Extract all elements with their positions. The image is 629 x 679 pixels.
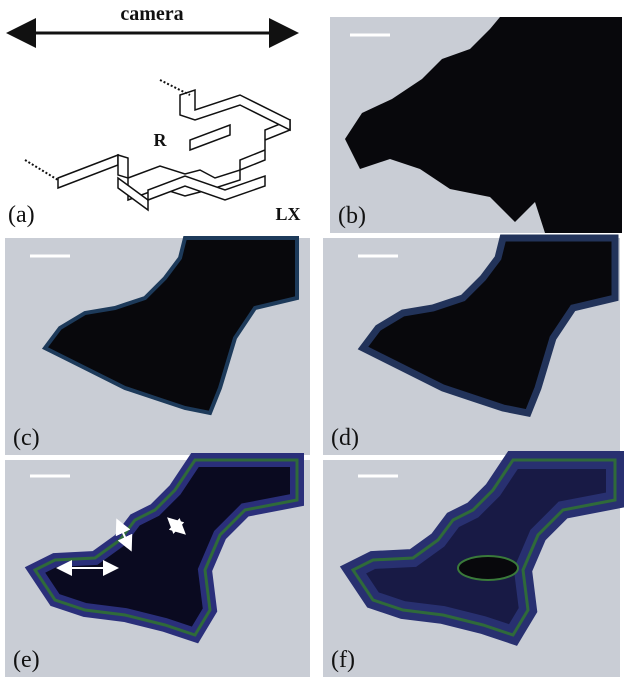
panel-label: (d) xyxy=(331,425,359,451)
panel-label: (b) xyxy=(338,203,366,229)
panel-label: (e) xyxy=(13,647,40,673)
region-label: R xyxy=(154,130,168,150)
dotted-lead xyxy=(160,80,190,95)
panel-c: (c) xyxy=(5,238,310,455)
panel-f: (f) xyxy=(323,460,620,677)
panel-b: (b) xyxy=(330,17,622,233)
cell-diagram xyxy=(58,90,290,210)
camera-label: camera xyxy=(120,3,183,25)
panel-a: camera R LX (a) xyxy=(8,3,301,228)
panel-label: (c) xyxy=(13,425,40,451)
panel-d: (d) xyxy=(323,238,620,455)
panel-e: (e) xyxy=(5,460,310,677)
region-label: LX xyxy=(275,204,300,224)
dotted-lead xyxy=(25,160,58,180)
panel-label: (f) xyxy=(331,647,355,673)
figure: camera R LX (a) (b) (c) ( xyxy=(0,0,629,679)
panel-label: (a) xyxy=(8,202,35,228)
